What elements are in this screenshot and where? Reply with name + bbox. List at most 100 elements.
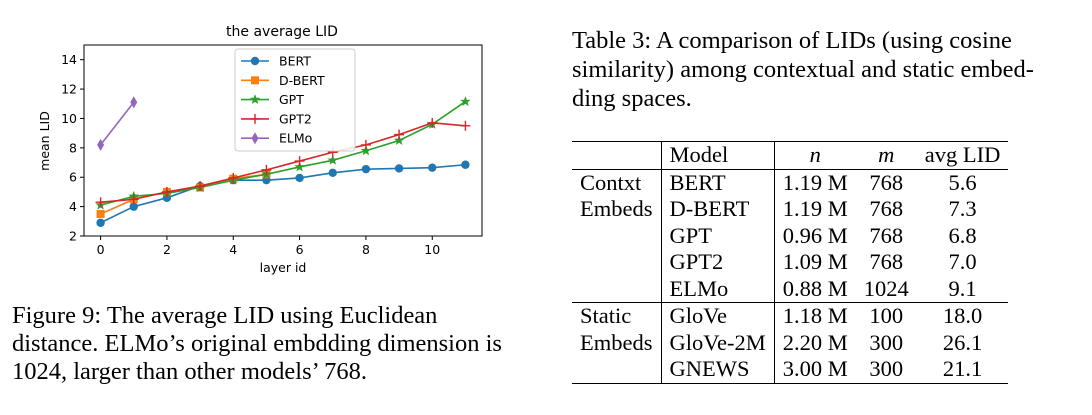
cell-m: 300 [855,356,917,384]
cell-model: ELMo [661,275,775,303]
figure-caption: Figure 9: The average LID using Euclidea… [12,302,502,385]
lid-comparison-table: Model n m avg LID Contxt BERT 1.19 M 768 5.6… [572,141,1009,384]
series-line [99,101,135,146]
group-label [572,222,662,249]
y-axis-label: mean LID [37,111,52,171]
cell-model: GPT2 [661,249,775,276]
cell-avg-lid: 5.6 [948,169,977,195]
group-label: Embeds [572,196,662,223]
y-tick-label: 10 [61,111,77,126]
data-point [361,164,371,174]
table-row: Embeds GloVe-2M 2.20 M 300 26.1 [572,329,1008,356]
cell-model: GNEWS [661,356,775,384]
data-point [360,145,372,156]
y-axis: 2 4 6 8 10 12 14 [61,52,84,244]
cell-model: GloVe-2M [661,329,775,356]
data-point [95,197,106,208]
data-point [328,168,337,178]
x-tick-label: 0 [97,242,105,257]
cell-m: 100 [855,302,917,330]
figure-9: the average LID 2 4 6 8 10 12 14 0 2 4 6 8 10 mean … [0,0,520,295]
table-caption: Table 3: A comparison of LIDs (using cos… [572,26,1087,113]
header-n: n [774,141,856,170]
cell-m: 768 [869,249,904,274]
cell-n: 0.88 M [782,275,848,301]
data-point [460,96,471,107]
table-row: Contxt BERT 1.19 M 768 5.6 [572,169,1008,196]
table-caption-line: Table 3: A comparison of LIDs (using cos… [572,27,1012,54]
legend-item: GPT2 [241,111,312,126]
table-caption-line: similarity) among contextual and static … [572,56,1034,83]
group-label [572,249,662,276]
cell-model: BERT [661,169,775,196]
cell-m: 1024 [863,275,909,301]
cell-n: 1.19 M [782,196,848,221]
data-point [427,117,438,128]
x-tick-label: 2 [163,242,171,257]
data-point [129,202,138,211]
data-point [130,96,138,109]
data-point [393,135,405,145]
cell-model: D-BERT [661,196,775,223]
series-layer [95,96,471,227]
data-point [294,161,305,172]
header-group [572,141,662,170]
legend-item: ELMo [241,131,312,146]
legend-item: BERT [241,54,311,69]
data-point [228,172,239,183]
chart-title: the average LID [226,24,338,40]
data-point [195,181,206,192]
data-point [327,154,338,165]
x-tick-label: 8 [362,242,370,257]
x-tick-label: 4 [229,242,237,257]
data-point [360,139,371,150]
data-point [394,164,404,173]
legend-label: GPT2 [279,111,312,126]
cell-n: 1.09 M [782,249,848,274]
data-point [128,194,139,205]
x-axis-label: layer id [260,260,307,275]
cell-n: 1.19 M [782,169,848,195]
legend-marker [251,132,259,145]
cell-n: 1.18 M [774,302,856,330]
y-tick-label: 8 [69,140,77,155]
data-point [97,138,105,151]
group-label [572,356,662,384]
legend: BERT D-BERT GPT GPT2 ELMo [234,48,356,152]
series-gpt2 [95,117,471,208]
cell-m: 300 [869,329,904,355]
legend-item: GPT [241,92,304,107]
cell-avg-lid: 26.1 [942,329,983,355]
cell-avg-lid: 6.8 [948,222,977,248]
legend-marker [250,56,260,66]
y-tick-label: 2 [69,229,77,244]
series-elmo [97,96,138,151]
cell-n: 2.20 M [782,329,848,355]
cell-avg-lid: 18.0 [916,302,1009,330]
cell-model: GloVe [661,302,775,330]
plot-frame [83,44,483,237]
cell-m: 768 [869,222,904,248]
legend-marker [250,113,260,124]
y-tick-label: 6 [69,170,77,185]
x-axis: 0 2 4 6 8 10 [97,236,440,257]
table-row: Static GloVe 1.18 M 100 18.0 [572,302,1009,330]
x-tick-label: 10 [424,242,440,257]
data-point [295,173,304,183]
legend-label: ELMo [279,131,312,146]
cell-model: GPT [661,222,775,249]
data-point [96,209,105,218]
table-header-row: Model n m avg LID [572,141,1009,170]
cell-n: 3.00 M [774,356,856,384]
legend-label: GPT [279,92,304,107]
cell-avg-lid: 7.3 [948,196,977,221]
group-label: Static [572,302,662,330]
legend-label: D-BERT [279,73,325,88]
data-point [96,218,105,227]
header-model: Model [661,141,775,170]
table-row: GNEWS 3.00 M 300 21.1 [572,356,1009,384]
data-point [294,156,305,167]
table-row: GPT2 1.09 M 768 7.0 [572,249,1008,276]
legend-item: D-BERT [241,73,325,88]
header-m: m [855,141,917,170]
